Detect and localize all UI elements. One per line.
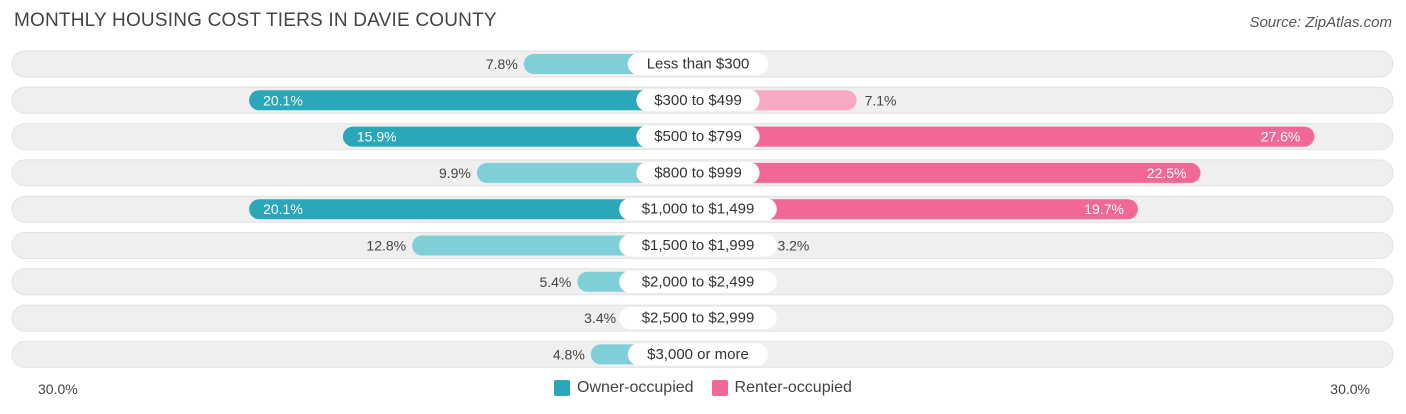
renter-bar xyxy=(698,199,1138,220)
category-label-pill xyxy=(619,234,777,257)
category-label-pill xyxy=(636,125,760,148)
axis-max-label-right: 30.0% xyxy=(1330,381,1370,397)
category-label: $2,000 to $2,499 xyxy=(642,273,755,290)
owner-value-label: 4.8% xyxy=(553,346,585,362)
legend-label-owner: Owner-occupied xyxy=(577,379,694,396)
category-label: $3,000 or more xyxy=(647,346,749,363)
category-label-pill xyxy=(636,161,760,184)
renter-value-label: 19.7% xyxy=(1084,201,1124,217)
legend-item-owner[interactable]: Owner-occupied xyxy=(554,379,694,397)
owner-bar xyxy=(249,90,698,111)
source-label: Source: ZipAtlas.com xyxy=(1249,14,1392,31)
category-label-pill xyxy=(619,270,777,293)
renter-value-label: 3.2% xyxy=(777,238,809,254)
legend: Owner-occupied Renter-occupied xyxy=(0,379,1406,397)
category-label: $800 to $999 xyxy=(654,164,742,181)
category-label-pill xyxy=(627,53,769,75)
owner-value-label: 7.8% xyxy=(486,56,518,72)
owner-value-label: 15.9% xyxy=(357,129,397,145)
legend-item-renter[interactable]: Renter-occupied xyxy=(711,379,852,397)
renter-bar xyxy=(698,162,1201,183)
category-label-pill xyxy=(619,198,777,221)
chart-title: MONTHLY HOUSING COST TIERS IN DAVIE COUN… xyxy=(14,10,497,31)
owner-bar xyxy=(249,199,698,220)
legend-label-renter: Renter-occupied xyxy=(734,379,852,396)
category-label-pill xyxy=(619,307,777,330)
category-label: $2,500 to $2,999 xyxy=(642,310,755,327)
owner-value-label: 9.9% xyxy=(439,165,471,181)
renter-value-label: 7.1% xyxy=(865,92,897,108)
owner-value-label: 3.4% xyxy=(584,310,616,326)
legend-swatch-owner xyxy=(554,380,571,396)
owner-value-label: 20.1% xyxy=(263,201,303,217)
category-label-pill xyxy=(636,89,760,112)
category-label: $1,500 to $1,999 xyxy=(642,237,755,254)
category-label-pill xyxy=(627,343,769,366)
category-label: $300 to $499 xyxy=(654,92,742,109)
owner-value-label: 20.1% xyxy=(263,92,303,108)
renter-value-label: 27.6% xyxy=(1261,129,1301,145)
renter-value-label: 22.5% xyxy=(1147,165,1187,181)
category-label: $500 to $799 xyxy=(654,128,742,145)
owner-value-label: 5.4% xyxy=(539,274,571,290)
category-label: $1,000 to $1,499 xyxy=(642,201,755,218)
owner-value-label: 12.8% xyxy=(366,238,406,254)
owner-bar xyxy=(342,126,698,147)
legend-swatch-renter xyxy=(711,380,728,396)
category-label: Less than $300 xyxy=(647,56,750,73)
renter-bar xyxy=(698,126,1315,147)
axis-min-label-left: 30.0% xyxy=(38,381,78,397)
